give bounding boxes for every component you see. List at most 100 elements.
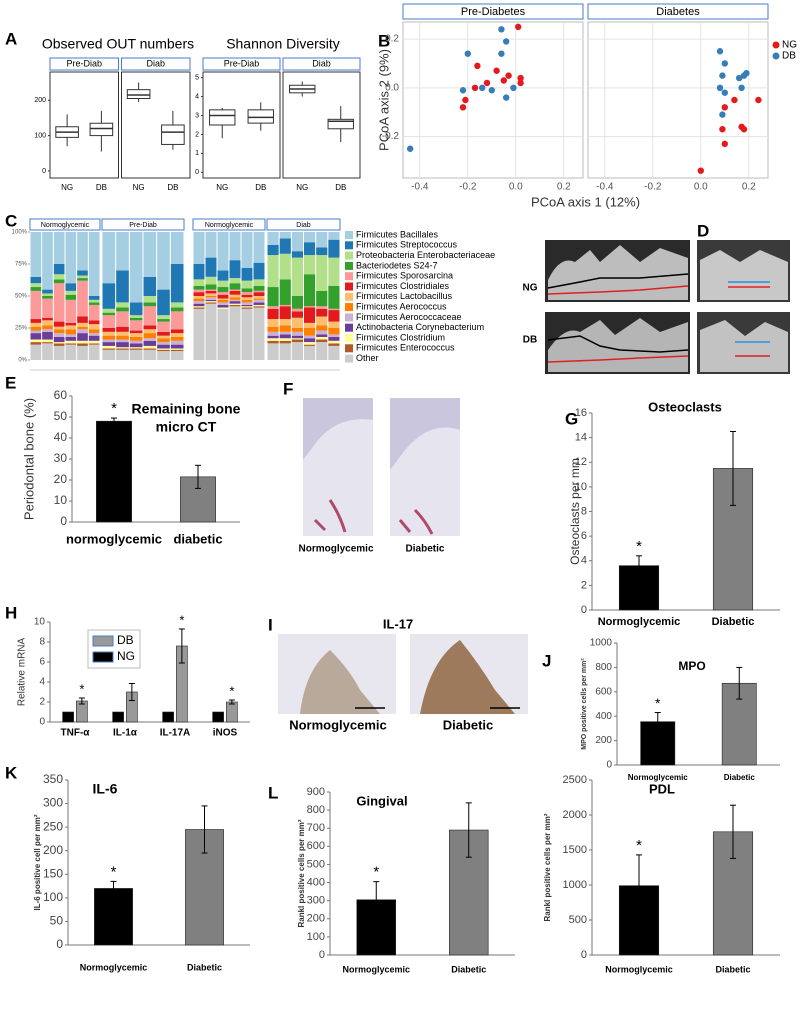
point	[498, 26, 505, 33]
legend-label: NG	[117, 649, 135, 663]
stacked-segment	[316, 342, 328, 360]
stacked-segment	[291, 296, 303, 309]
y-tick-label: 250	[43, 819, 63, 833]
stacked-segment	[30, 232, 42, 277]
y-tick-label: 50	[50, 914, 64, 928]
stacked-segment	[205, 303, 217, 360]
stacked-segment	[102, 339, 116, 343]
stacked-segment	[267, 306, 279, 309]
x-tick-label: Diabetic	[187, 962, 222, 972]
stacked-segment	[279, 279, 291, 305]
y-axis-label: PCoA axis 2 (9%)	[376, 49, 391, 151]
stacked-segment	[193, 289, 205, 293]
stacked-segment	[143, 345, 157, 349]
y-tick-label: 50%	[15, 294, 28, 300]
legend-label: Actinobacteria Corynebacterium	[356, 322, 484, 332]
stacked-segment	[88, 344, 100, 360]
facet-header	[49, 57, 119, 71]
stacked-segment	[102, 283, 116, 309]
y-tick-label: 4	[195, 93, 199, 100]
point	[505, 72, 512, 79]
x-tick-label: Normoglycemic	[605, 964, 673, 974]
stacked-segment	[102, 312, 116, 316]
ct-line	[547, 355, 689, 363]
stacked-segment	[267, 343, 279, 360]
stacked-segment	[217, 287, 229, 293]
bar	[226, 701, 238, 723]
stacked-segment	[53, 283, 65, 322]
stacked-segment	[77, 232, 88, 271]
stacked-segment	[253, 285, 265, 291]
stacked-segment	[129, 348, 143, 350]
legend-swatch	[92, 651, 114, 663]
stacked-segment	[328, 308, 340, 311]
stacked-segment	[170, 333, 184, 337]
y-tick-label: 0	[581, 949, 587, 961]
y-tick-label: 1	[195, 150, 199, 157]
stacked-segment	[42, 289, 53, 294]
x-tick-label: NG	[61, 183, 73, 192]
stacked-segment	[304, 344, 316, 346]
stacked-segment	[328, 343, 340, 346]
stacked-segment	[65, 325, 77, 330]
x-tick-label: IL-17A	[160, 728, 191, 739]
stacked-segment	[205, 293, 217, 296]
image-label: Normoglycemic	[298, 544, 373, 555]
y-tick-label: 0	[581, 604, 587, 616]
stacked-segment	[304, 306, 316, 308]
stacked-segment	[53, 279, 65, 284]
stacked-segment	[116, 347, 129, 349]
point	[517, 79, 524, 87]
legend-swatch	[345, 313, 353, 322]
stacked-segment	[116, 326, 129, 332]
facet-header	[282, 57, 361, 71]
significance: *	[636, 538, 642, 555]
stacked-segment	[42, 317, 53, 321]
stacked-segment	[30, 287, 42, 291]
point	[474, 62, 481, 70]
legend-label: Firmicutes Sporosarcina	[356, 271, 453, 281]
y-tick-label: 200	[43, 843, 63, 857]
stacked-segment	[77, 270, 88, 276]
y-axis-label: Osteoclasts per mm	[568, 458, 582, 565]
chart-title: Osteoclasts	[648, 399, 722, 414]
y-tick-label: 300	[43, 796, 63, 810]
facet-title: Pre-Diab	[224, 58, 260, 68]
legend-swatch	[345, 354, 353, 363]
stacked-segment	[316, 232, 328, 248]
y-tick-label: 200	[34, 97, 46, 104]
stacked-segment	[42, 232, 53, 290]
group-header	[29, 218, 101, 231]
stacked-segment	[77, 322, 88, 327]
y-tick-label: 350	[43, 772, 63, 786]
stacked-segment	[217, 292, 229, 295]
ihc-tissue	[300, 650, 380, 714]
stacked-segment	[88, 335, 100, 341]
y-tick-label: 3	[195, 112, 199, 119]
stacked-segment	[143, 306, 157, 326]
stacked-segment	[253, 262, 265, 280]
stacked-segment	[157, 349, 170, 352]
stacked-segment	[170, 348, 184, 350]
stacked-segment	[291, 311, 303, 318]
y-tick-label: 100	[43, 890, 63, 904]
stacked-segment	[193, 301, 205, 304]
y-tick-label: 600	[307, 840, 325, 852]
stacked-segment	[102, 308, 116, 313]
x-tick-label: Diabetic	[712, 616, 755, 628]
point	[721, 104, 728, 111]
y-tick-label: 800	[595, 662, 612, 673]
stacked-segment	[279, 253, 291, 280]
stacked-segment	[129, 232, 143, 303]
stacked-segment	[193, 292, 205, 296]
legend-label: Firmicutes Aerococcus	[356, 301, 447, 311]
stacked-segment	[129, 302, 143, 316]
panel-label: I	[268, 615, 273, 634]
stacked-segment	[77, 275, 88, 279]
y-tick-label: 1000	[563, 879, 587, 891]
bar	[112, 711, 124, 723]
facet-header	[121, 57, 191, 71]
stacked-segment	[116, 335, 129, 340]
ct-line	[547, 285, 689, 295]
stacked-segment	[205, 284, 217, 290]
